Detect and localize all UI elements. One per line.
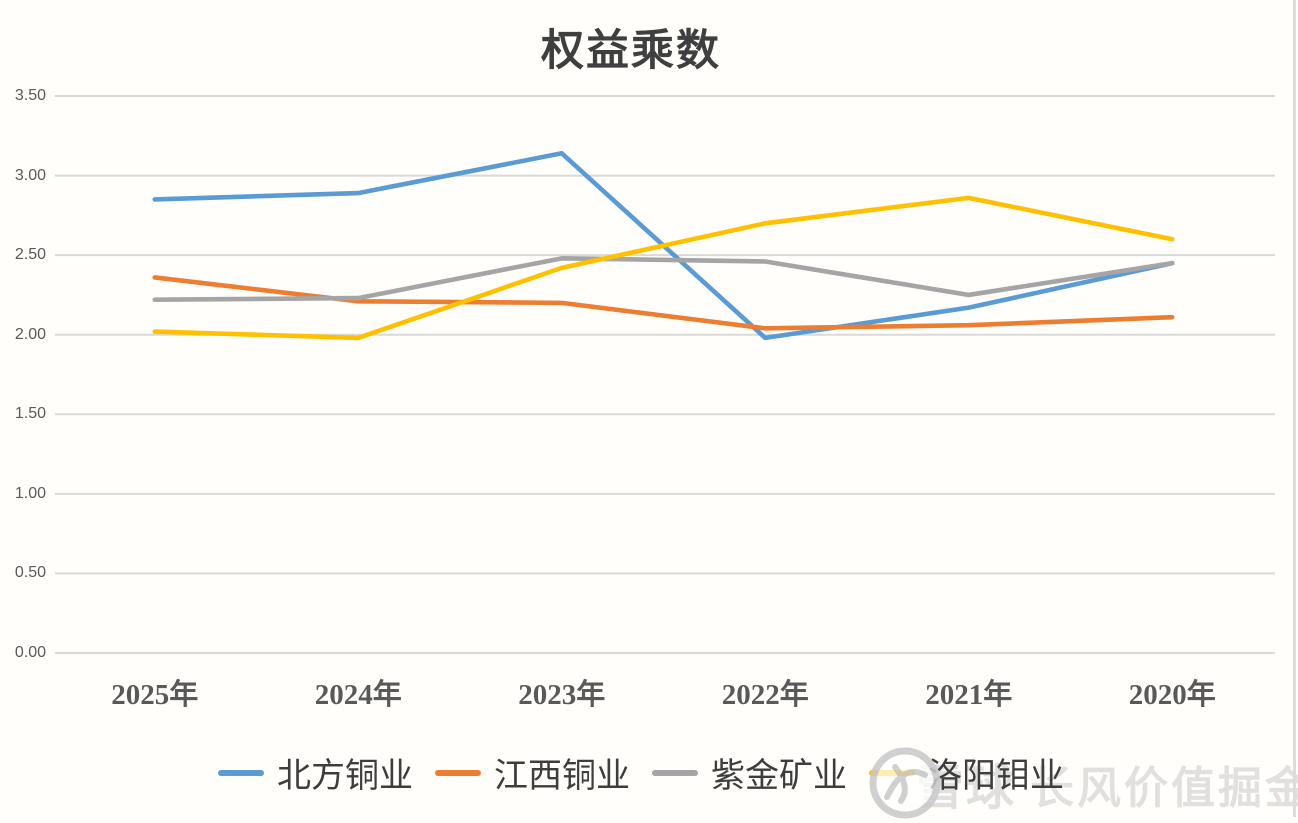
legend-label: 江西铜业 [494,758,630,795]
legend-line-marker [652,769,698,776]
y-axis-tick-label: 0.50 [14,564,46,582]
x-axis-tick-label: 2020年 [1128,679,1216,711]
watermark-slogan-text: 长风价值掘金 [1030,764,1298,813]
x-axis-tick-label: 2024年 [314,679,402,711]
y-axis-tick-label: 3.50 [14,87,46,104]
x-axis-tick-label: 2025年 [111,679,199,711]
x-axis-tick-label: 2022年 [721,679,809,711]
legend-item-北方铜业: 北方铜业 [218,748,413,797]
chart-legend: 北方铜业 江西铜业 紫金矿业 洛阳钼业 [0,748,1282,797]
y-axis-tick-label: 2.00 [14,325,46,343]
chart-title: 权益乘数 [541,28,721,75]
y-axis-tick-label: 1.50 [14,405,46,423]
x-axis-tick-label: 2023年 [518,679,606,711]
y-axis-tick-label: 1.00 [14,484,46,502]
xueqiu-snowball-logo-icon [869,747,941,819]
series-line-洛阳钼业 [152,195,1175,341]
legend-label: 北方铜业 [277,758,413,795]
y-axis-tick-label: 0.00 [14,644,46,661]
series-line-紫金矿业 [152,256,1175,303]
legend-line-marker [435,769,481,776]
legend-label: 紫金矿业 [711,758,847,795]
legend-item-江西铜业: 江西铜业 [435,748,630,797]
right-edge-border [1293,0,1296,817]
y-axis-tick-label: 3.00 [14,166,46,184]
legend-label: 洛阳钼业 [928,758,1064,795]
legend-item-紫金矿业: 紫金矿业 [652,748,847,797]
y-axis-tick-label: 2.50 [14,246,46,264]
legend-line-marker [218,769,264,776]
x-axis-tick-label: 2021年 [925,679,1013,711]
